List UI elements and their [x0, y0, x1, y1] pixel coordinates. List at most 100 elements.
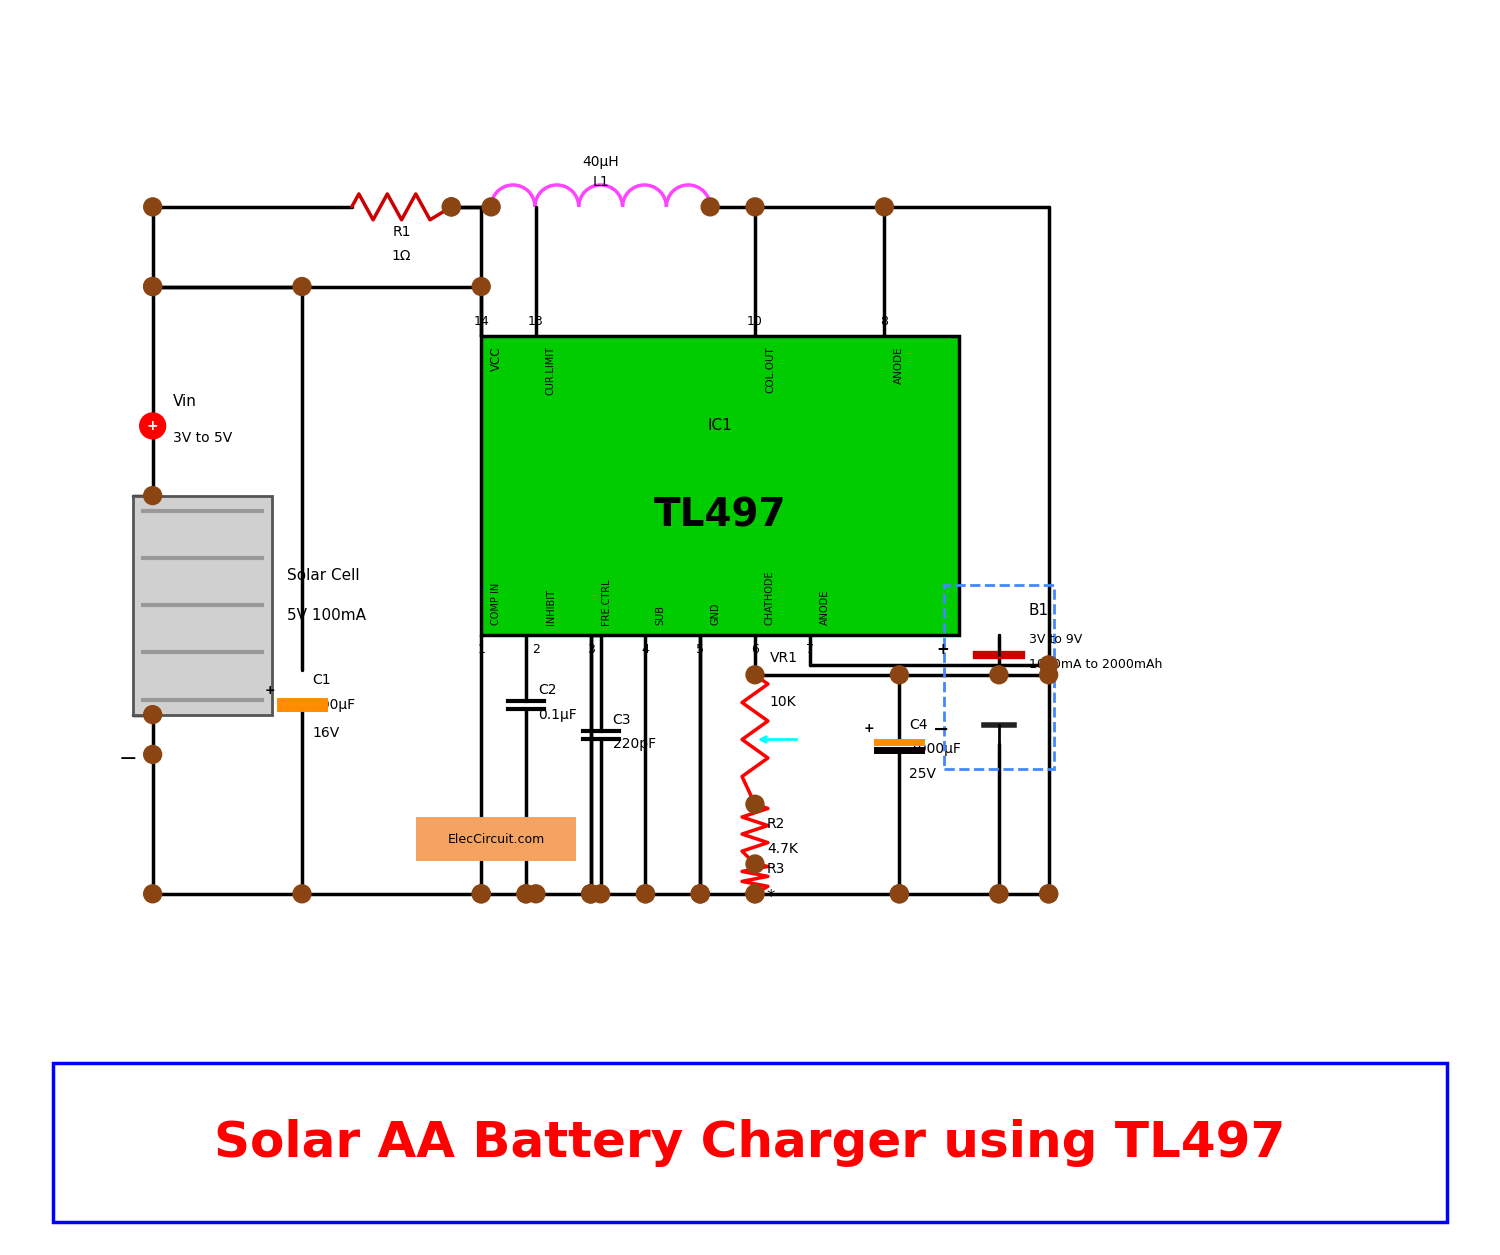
Text: +: + — [147, 419, 159, 433]
Text: 5V 100mA: 5V 100mA — [286, 607, 366, 622]
Circle shape — [1040, 885, 1058, 902]
Circle shape — [876, 198, 894, 216]
Text: +: + — [264, 684, 274, 698]
Circle shape — [636, 885, 654, 902]
Text: ElecCircuit.com: ElecCircuit.com — [447, 832, 544, 846]
Circle shape — [746, 885, 764, 902]
Circle shape — [144, 487, 162, 505]
Text: 25V: 25V — [909, 767, 936, 782]
Text: IC1: IC1 — [708, 418, 732, 433]
Text: COL.OUT: COL.OUT — [765, 346, 776, 393]
Circle shape — [582, 885, 600, 902]
Circle shape — [472, 885, 490, 902]
Circle shape — [692, 885, 709, 902]
Circle shape — [891, 666, 909, 684]
Text: C3: C3 — [612, 713, 632, 727]
Text: 1000μF: 1000μF — [909, 743, 962, 757]
Text: 1000mA to 2000mAh: 1000mA to 2000mAh — [1029, 659, 1162, 671]
Text: R3: R3 — [766, 862, 786, 876]
Circle shape — [582, 885, 600, 902]
Text: TL497: TL497 — [654, 497, 786, 535]
Text: 13: 13 — [528, 315, 544, 329]
Text: +: + — [936, 643, 950, 658]
Circle shape — [891, 885, 909, 902]
Bar — [417, 817, 576, 861]
Text: 2: 2 — [532, 643, 540, 656]
Text: 16V: 16V — [312, 725, 339, 739]
Text: 14: 14 — [474, 315, 489, 329]
Circle shape — [472, 885, 490, 902]
Text: C1: C1 — [312, 673, 330, 686]
Circle shape — [144, 277, 162, 295]
Text: Solar AA Battery Charger using TL497: Solar AA Battery Charger using TL497 — [214, 1118, 1286, 1167]
Text: 3: 3 — [586, 643, 594, 656]
Text: R1: R1 — [393, 225, 411, 238]
Circle shape — [140, 413, 165, 439]
Circle shape — [746, 666, 764, 684]
Text: 220pF: 220pF — [612, 738, 656, 752]
Text: 1Ω: 1Ω — [392, 248, 411, 262]
Circle shape — [472, 277, 490, 295]
Text: C2: C2 — [538, 683, 556, 697]
Bar — [944, 585, 1053, 769]
Circle shape — [442, 198, 460, 216]
Text: FRE.CTRL: FRE.CTRL — [600, 579, 610, 625]
Text: R2: R2 — [766, 817, 786, 831]
Circle shape — [692, 885, 709, 902]
Text: 3V to 5V: 3V to 5V — [172, 430, 232, 444]
Text: ANODE: ANODE — [819, 590, 830, 625]
Text: L1: L1 — [592, 174, 609, 190]
Text: 10K: 10K — [770, 695, 796, 709]
Text: 5: 5 — [696, 643, 703, 656]
Text: GND: GND — [710, 602, 720, 625]
Text: 0.1μF: 0.1μF — [538, 708, 576, 722]
Text: 10: 10 — [747, 315, 764, 329]
Text: 40μH: 40μH — [582, 156, 620, 169]
Text: 3V to 9V: 3V to 9V — [1029, 634, 1081, 646]
Circle shape — [692, 885, 709, 902]
Text: 1: 1 — [477, 643, 484, 656]
Circle shape — [144, 198, 162, 216]
Text: COMP IN: COMP IN — [490, 582, 501, 625]
Bar — [53, 1063, 1448, 1222]
Text: VR1: VR1 — [770, 651, 798, 665]
Circle shape — [1040, 885, 1058, 902]
Bar — [132, 496, 272, 714]
Circle shape — [1040, 656, 1058, 674]
Text: 4.7K: 4.7K — [766, 842, 798, 856]
Circle shape — [518, 885, 536, 902]
Circle shape — [144, 705, 162, 724]
Circle shape — [518, 885, 536, 902]
Circle shape — [442, 198, 460, 216]
Circle shape — [144, 277, 162, 295]
Circle shape — [990, 666, 1008, 684]
Circle shape — [292, 277, 310, 295]
Text: C4: C4 — [909, 718, 928, 732]
Text: INHIBIT: INHIBIT — [546, 589, 556, 625]
Circle shape — [990, 885, 1008, 902]
Text: +: + — [864, 722, 874, 734]
Circle shape — [1040, 666, 1058, 684]
Circle shape — [144, 885, 162, 902]
Circle shape — [591, 885, 609, 902]
Text: CHATHODE: CHATHODE — [765, 570, 776, 625]
Text: VCC: VCC — [489, 346, 502, 370]
Circle shape — [582, 885, 600, 902]
Text: 100μF: 100μF — [312, 698, 356, 712]
Circle shape — [144, 745, 162, 763]
Text: 4: 4 — [642, 643, 650, 656]
Text: −: − — [118, 749, 138, 769]
Text: −: − — [933, 720, 950, 739]
Circle shape — [700, 198, 718, 216]
Bar — [482, 336, 958, 635]
Circle shape — [746, 855, 764, 873]
Text: 8: 8 — [880, 315, 888, 329]
Text: CUR.LIMIT: CUR.LIMIT — [546, 346, 556, 395]
Text: SUB: SUB — [656, 605, 666, 625]
Text: 7: 7 — [806, 643, 813, 656]
Text: Vin: Vin — [172, 394, 196, 409]
Circle shape — [891, 885, 909, 902]
Text: ANODE: ANODE — [894, 346, 904, 384]
Text: Solar Cell: Solar Cell — [286, 567, 360, 582]
Text: *: * — [766, 887, 776, 906]
